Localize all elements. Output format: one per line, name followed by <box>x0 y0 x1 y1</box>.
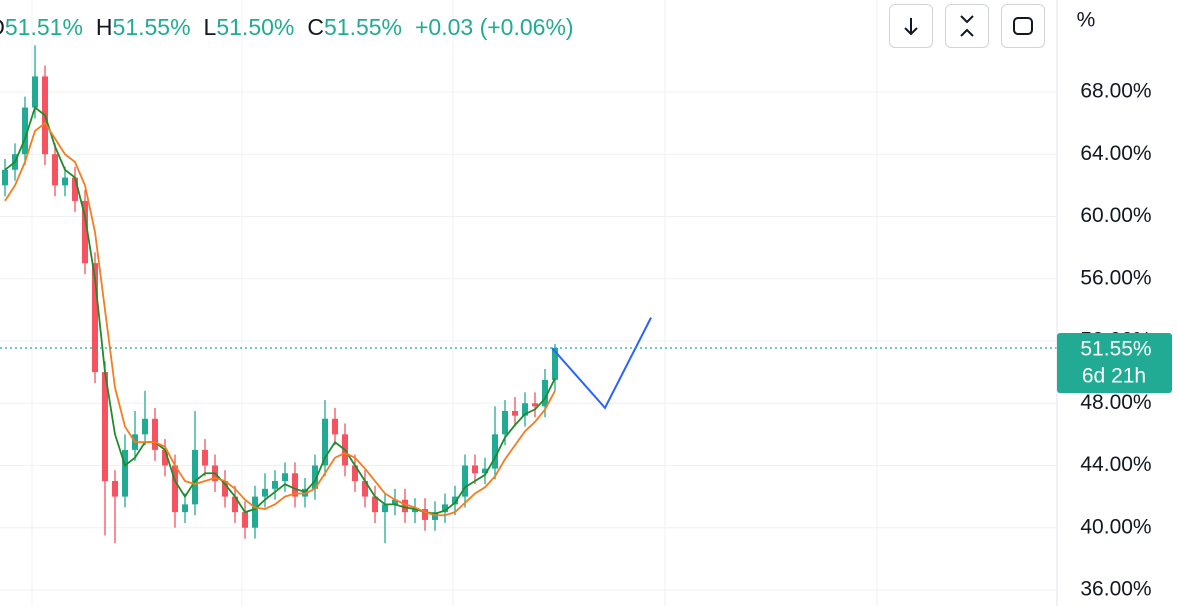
y-tick-label: 56.00% <box>1080 266 1151 289</box>
ohlc-value: 51.51% <box>4 14 83 40</box>
candle-body <box>452 496 458 505</box>
candle-body <box>172 465 178 513</box>
candle-body <box>442 504 448 513</box>
candle-body <box>232 496 238 513</box>
candle-body <box>502 411 508 435</box>
candle-body <box>222 481 228 497</box>
candle-body <box>2 169 8 186</box>
price-tag <box>1057 332 1172 393</box>
scroll-button[interactable] <box>889 4 933 48</box>
candle-body <box>262 488 268 497</box>
candle-body <box>462 465 468 497</box>
y-tick-label: 44.00% <box>1080 453 1151 476</box>
y-tick-label: 48.00% <box>1080 391 1151 414</box>
candle-body <box>332 418 338 435</box>
ohlc-key: C <box>307 14 324 40</box>
icon <box>904 18 918 36</box>
ohlc-value: 51.50% <box>216 14 295 40</box>
change: +0.03 (+0.06%) <box>415 14 574 40</box>
candle-body <box>532 403 538 407</box>
candle-body <box>292 473 298 497</box>
projection-line <box>551 317 652 410</box>
candle-body <box>512 411 518 416</box>
y-tick-label: 68.00% <box>1080 80 1151 103</box>
candle-body <box>242 512 248 528</box>
candle-body <box>92 263 98 373</box>
candle-body <box>282 473 288 482</box>
fullscreen-button[interactable] <box>1001 4 1045 48</box>
candle-body <box>252 496 258 528</box>
candle-body <box>32 76 38 108</box>
candle-body <box>472 465 478 474</box>
candle-body <box>272 481 278 489</box>
y-tick-label: 40.00% <box>1080 515 1151 538</box>
candle-body <box>312 465 318 489</box>
candle-body <box>372 496 378 513</box>
candle-body <box>362 481 368 497</box>
candle-body <box>382 504 388 513</box>
moving-average <box>4 106 556 515</box>
ohlc-value: 51.55% <box>323 14 402 40</box>
candle-body <box>522 403 528 416</box>
unit-label: % <box>1077 9 1096 32</box>
candle-body <box>392 499 398 505</box>
icon <box>960 15 974 37</box>
candle-body <box>72 177 78 201</box>
y-tick-label: 60.00% <box>1080 204 1151 227</box>
candle-body <box>122 449 128 497</box>
candle-body <box>102 372 108 482</box>
icon <box>1013 17 1033 35</box>
candle-body <box>492 434 498 469</box>
countdown: 6d 21h <box>1082 365 1146 388</box>
candle-body <box>162 449 168 466</box>
ohlc-key: L <box>203 14 217 40</box>
price-tag-label: 51.55% <box>1080 338 1151 361</box>
candle-body <box>142 418 148 435</box>
moving-average <box>4 121 556 517</box>
candle-body <box>82 200 88 264</box>
ohlc-header: O51.51%H51.55%L51.50%C51.55%+0.03 (+0.06… <box>0 14 587 41</box>
candle-body <box>402 499 408 513</box>
candle-body <box>112 481 118 497</box>
y-tick-label: 36.00% <box>1080 578 1151 601</box>
y-tick-label: 64.00% <box>1080 142 1151 165</box>
candle-body <box>482 468 488 474</box>
candle-body <box>22 107 28 155</box>
candle-body <box>412 509 418 513</box>
candle-body <box>542 379 548 407</box>
candle-body <box>322 418 328 466</box>
candle-body <box>182 504 188 513</box>
ohlc-key: H <box>95 14 113 40</box>
candle-body <box>352 465 358 482</box>
v-grid <box>31 0 878 606</box>
candle-body <box>552 347 558 380</box>
candle-body <box>192 449 198 505</box>
candle-body <box>52 154 58 186</box>
candle-body <box>422 509 428 520</box>
ohlc-key: O <box>0 14 5 41</box>
candle-body <box>152 418 158 450</box>
candle-body <box>202 449 208 466</box>
ohlc-value: 51.55% <box>112 14 191 40</box>
collapse-button[interactable] <box>945 4 989 48</box>
candle-body <box>62 177 68 186</box>
